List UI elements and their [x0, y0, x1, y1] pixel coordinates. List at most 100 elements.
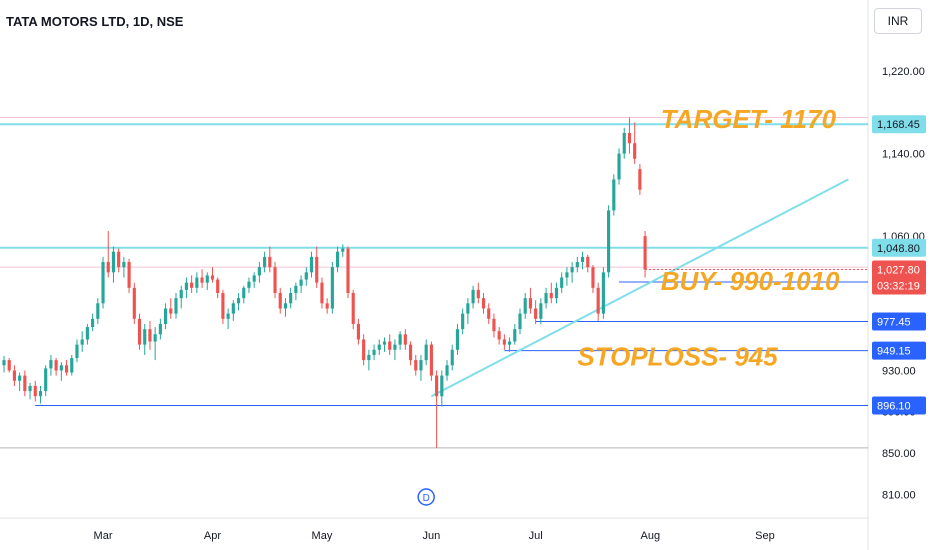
candle-body [356, 323, 361, 340]
candle-body [299, 279, 303, 286]
candle-body [575, 262, 579, 268]
level-price-label: 949.15 [877, 346, 911, 358]
current-price-tag [872, 260, 926, 295]
candle-body [70, 358, 74, 373]
candle-body [174, 298, 178, 314]
candle-body [393, 344, 397, 350]
candle-body [325, 303, 329, 309]
candle-body [91, 318, 95, 328]
candle-body [184, 282, 189, 290]
level-price-tag [872, 341, 926, 360]
candle-body [372, 349, 376, 355]
candle-body [502, 339, 506, 345]
y-tick-label: 810.00 [882, 489, 916, 501]
candle-body [179, 289, 183, 299]
candle-body [54, 360, 58, 371]
candle-body [169, 308, 173, 314]
y-tick-label: 1,140.00 [882, 149, 925, 161]
trade-annotation: STOPLOSS- 945 [577, 341, 778, 371]
candle-body [163, 308, 168, 324]
candle-body [122, 262, 126, 268]
candle-body [226, 313, 230, 319]
candle-body [403, 334, 407, 345]
candle-body [127, 262, 131, 288]
y-tick-label: 930.00 [882, 365, 916, 377]
candle-body [2, 360, 6, 366]
candle-body [205, 275, 209, 283]
candle-body [242, 287, 246, 299]
x-tick-label: May [312, 530, 333, 542]
candle-body [210, 275, 215, 280]
candle-body [263, 256, 267, 268]
candle-body [236, 298, 241, 304]
candle-body [315, 256, 319, 283]
candle-body [200, 277, 204, 283]
candle-body [455, 329, 460, 350]
trendline [430, 178, 849, 398]
x-tick-label: Apr [204, 530, 221, 542]
candle-body [607, 210, 611, 273]
candle-body [111, 251, 116, 273]
candle-body [450, 349, 454, 366]
candle-body [216, 279, 220, 293]
candle-body [362, 339, 366, 361]
candle-body [507, 341, 512, 345]
candle-body [445, 365, 449, 376]
candle-body [565, 272, 569, 278]
candle-body [38, 391, 43, 397]
candle-body [49, 360, 53, 369]
candle-body [643, 236, 647, 270]
candle-body [586, 256, 590, 268]
candle-body [289, 292, 293, 304]
candle-body [424, 344, 428, 361]
candle-body [148, 329, 152, 342]
candle-body [44, 368, 48, 392]
dividend-marker-icon [417, 488, 435, 506]
level-price-tag [872, 115, 926, 134]
level-price-label: 896.10 [877, 400, 911, 412]
x-tick-label: Mar [94, 530, 113, 542]
candle-body [523, 298, 527, 314]
candle-body [492, 318, 496, 332]
candle-body [367, 354, 371, 361]
level-price-tag [872, 396, 926, 415]
candle-body [466, 303, 470, 314]
candle-body [617, 153, 621, 180]
candle-body [7, 360, 11, 371]
y-tick-label: 1,220.00 [882, 66, 925, 78]
candle-body [137, 318, 142, 345]
candle-body [75, 344, 79, 359]
level-price-label: 977.45 [877, 316, 911, 328]
currency-button[interactable]: INR [874, 8, 922, 34]
candle-body [117, 251, 121, 268]
candle-body [638, 169, 642, 190]
candle-body [33, 385, 37, 397]
x-tick-label: Aug [641, 530, 661, 542]
candle-body [346, 248, 350, 293]
x-tick-label: Sep [755, 530, 775, 542]
candle-body [335, 251, 340, 268]
candle-body [429, 344, 433, 376]
candle-body [497, 331, 501, 340]
candle-body [513, 329, 517, 342]
candle-body [382, 341, 387, 345]
candle-body [18, 375, 22, 381]
candle-body [106, 262, 110, 273]
candle-body [12, 370, 17, 381]
symbol-title[interactable]: TATA MOTORS LTD, 1D, NSE [6, 14, 184, 29]
candle-body [419, 360, 423, 371]
candle-body [528, 298, 533, 309]
candle-body [96, 303, 100, 319]
level-price-label: 1,168.45 [877, 119, 920, 131]
candle-body [398, 334, 402, 345]
candle-body [320, 282, 324, 304]
candle-body [153, 334, 157, 342]
candle-body [231, 303, 235, 314]
candle-body [476, 289, 480, 299]
candle-body [414, 360, 418, 371]
candle-body [544, 292, 548, 304]
candle-body [596, 287, 600, 314]
level-price-tag [872, 238, 926, 257]
